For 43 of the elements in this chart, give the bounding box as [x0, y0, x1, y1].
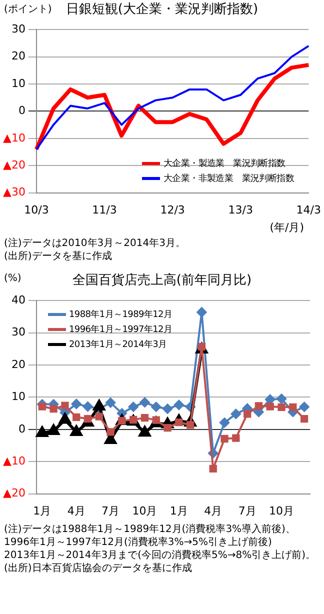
x-axis-title: (年/月)	[268, 220, 305, 235]
y-tick-label: ▲30	[2, 186, 26, 199]
text: (注)データは1988年1月～1989年12月(消費税率3%導入前後)、	[4, 523, 296, 536]
legend-label: 1988年1月～1989年12月	[69, 308, 172, 321]
text: 1996年1月～1997年12月(消費税率3%→5%引き上げ前後)	[4, 536, 273, 549]
y-tick-label: 40	[11, 293, 26, 306]
x-tick-label: 11/3	[92, 203, 117, 216]
x-tick-label: 10/3	[24, 203, 49, 216]
y-tick-label: ▲20	[2, 158, 26, 172]
chart-title: 全国百貨店売上高(前年同月比)	[72, 273, 252, 288]
legend-label: 大企業・製造業 業況判断指数	[163, 158, 286, 170]
text: (出所)日本百貨店協会のデータを基に作成	[4, 562, 193, 575]
y-tick-label: 20	[11, 358, 26, 371]
y-tick-label: 10	[11, 76, 26, 90]
legend-label: 大企業・非製造業 業況判断指数	[163, 172, 294, 185]
x-tick-label: 10月	[132, 504, 158, 518]
x-tick-label: 1月	[33, 504, 52, 518]
y-tick-label: 30	[11, 326, 26, 339]
y-tick-label: 20	[11, 50, 26, 63]
x-tick-label: 7月	[238, 504, 256, 518]
chart-title: 日銀短観(大企業・業況判断指数)	[66, 2, 258, 17]
x-tick-label: 10月	[269, 504, 294, 518]
y-tick-label: 30	[11, 22, 26, 36]
y-tick-label: 10	[11, 390, 26, 404]
x-tick-label: 13/3	[228, 203, 253, 216]
y-axis-title: (%)	[4, 273, 22, 284]
x-tick-label: 4月	[67, 504, 86, 518]
y-tick-label: ▲10	[2, 454, 26, 468]
y-axis-title: (ポイント)	[4, 3, 52, 16]
text: (出所)データを基に作成	[4, 250, 113, 263]
x-tick-label: 12/3	[160, 203, 185, 216]
legend-label: 1996年1月～1997年12月	[69, 324, 172, 336]
legend-label: 2013年1月～2014年3月	[69, 338, 167, 351]
x-tick-label: 7月	[102, 504, 120, 518]
y-tick-label: ▲20	[2, 486, 26, 500]
text: 2013年1月～2014年3月まで(今回の消費税率5%→8%引き上げ前)。	[4, 549, 317, 562]
y-tick-label: ▲10	[2, 131, 26, 144]
text: (注)データは2010年3月～2014年3月。	[4, 237, 186, 250]
x-tick-label: 4月	[204, 504, 222, 518]
x-tick-label: 14/3	[296, 203, 321, 216]
y-tick-label: 0	[18, 104, 26, 118]
x-tick-label: 1月	[170, 504, 188, 518]
y-tick-label: 0	[18, 422, 26, 436]
